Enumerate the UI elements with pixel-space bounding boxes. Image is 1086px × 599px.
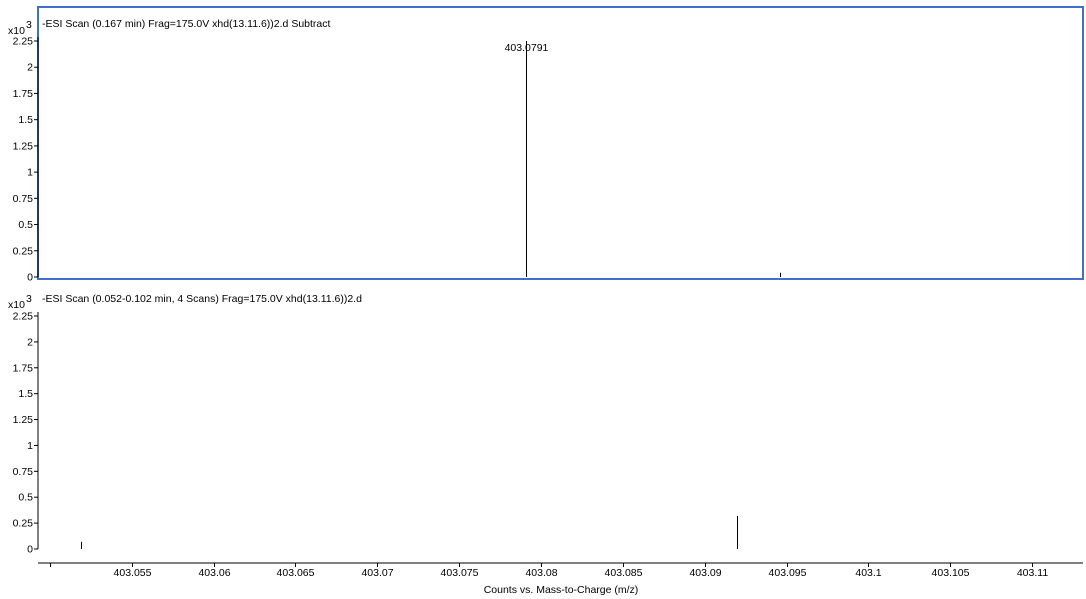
panel-selection-frame[interactable] xyxy=(37,6,1084,280)
y-tick-label: 2.25 xyxy=(13,311,34,323)
y-tick-label: 1 xyxy=(27,440,33,452)
x-tick-label: 403.1 xyxy=(855,567,881,579)
x-tick-label: 403.085 xyxy=(605,567,643,579)
x-tick-label: 403.08 xyxy=(525,567,557,579)
panel-title: -ESI Scan (0.167 min) Frag=175.0V xhd(13… xyxy=(42,18,330,30)
y-multiplier: x10 xyxy=(8,25,25,37)
x-tick-label: 403.055 xyxy=(114,567,152,579)
y-tick-label: 0.75 xyxy=(13,466,34,478)
x-tick-label: 403.09 xyxy=(689,567,721,579)
y-multiplier: x10 xyxy=(8,299,25,311)
x-tick-label: 403.11 xyxy=(1017,567,1048,579)
x-tick-label: 403.075 xyxy=(441,567,479,579)
y-tick-label: 1.25 xyxy=(13,140,34,152)
y-tick-label: 2 xyxy=(27,62,33,74)
y-tick-label: 0.5 xyxy=(18,492,33,504)
spectrum-panel-2: x10 3 -ESI Scan (0.052-0.102 min, 4 Scans)… xyxy=(8,293,738,556)
x-axis: 403.055 403.06 403.065 403.07 403.075 403.08 4… xyxy=(38,562,1083,596)
x-tick-label: 403.105 xyxy=(932,567,970,579)
y-tick-label: 0.25 xyxy=(13,518,34,530)
peak-label: 403.0791 xyxy=(505,42,549,54)
panel-title: -ESI Scan (0.052-0.102 min, 4 Scans) Fra… xyxy=(42,293,362,305)
y-tick-label: 0.75 xyxy=(13,193,34,205)
y-tick-label: 0.25 xyxy=(13,245,34,257)
x-tick-label: 403.065 xyxy=(277,567,315,579)
y-tick-label: 1 xyxy=(27,167,33,179)
y-tick-label: 1.75 xyxy=(13,362,34,374)
y-tick-label: 1.5 xyxy=(18,388,33,400)
x-tick-label: 403.06 xyxy=(198,567,230,579)
y-tick-label: 1.25 xyxy=(13,414,34,426)
y-multiplier-exponent: 3 xyxy=(26,293,32,305)
y-tick-label: 0 xyxy=(27,272,33,284)
y-tick-label: 1.5 xyxy=(18,114,33,126)
y-tick-label: 0 xyxy=(27,544,33,556)
spectrum-panel-1: x10 3 -ESI Scan (0.167 min) Frag=175.0V xh… xyxy=(8,6,1084,284)
y-tick-label: 0.5 xyxy=(18,219,33,231)
y-tick-label: 2 xyxy=(27,336,33,348)
x-tick-label: 403.095 xyxy=(769,567,807,579)
x-axis-label: Counts vs. Mass-to-Charge (m/z) xyxy=(484,584,639,596)
y-tick-label: 1.75 xyxy=(13,88,34,100)
x-tick-label: 403.07 xyxy=(361,567,393,579)
y-tick-label: 2.25 xyxy=(13,36,34,48)
y-multiplier-exponent: 3 xyxy=(26,19,32,31)
